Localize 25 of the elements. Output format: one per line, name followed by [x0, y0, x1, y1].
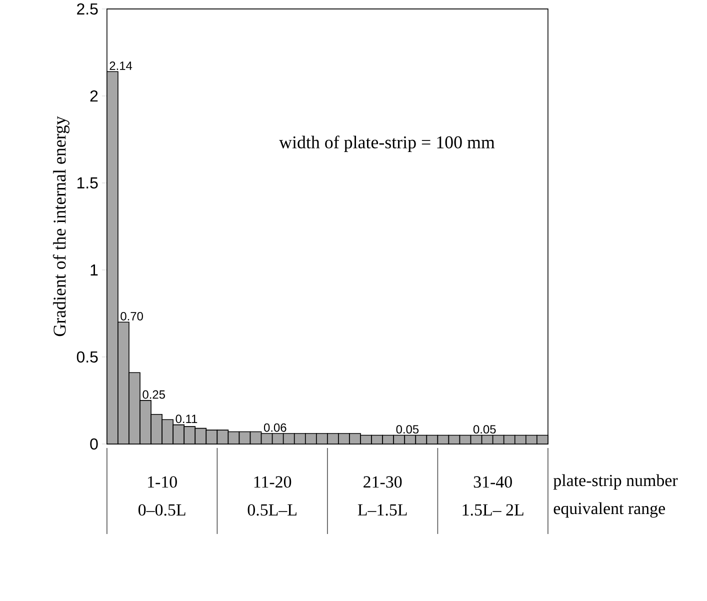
text: L–1.5L [358, 504, 407, 516]
text: 11-20 [254, 476, 292, 488]
data-label: 0.70 [120, 312, 143, 321]
y-tick-label: 1.5 [77, 178, 98, 189]
data-label: 0.25 [142, 390, 165, 399]
text: equivalent range [554, 502, 665, 518]
y-tick-label: 2 [90, 90, 98, 102]
data-label: 0.05 [473, 425, 496, 434]
text: 1-10 [148, 476, 177, 488]
text: plate-strip number [553, 474, 678, 490]
text: 0–0.5L [138, 504, 186, 516]
data-label: 0.06 [264, 424, 286, 432]
annotation: width of plate-strip = 100 mm [279, 136, 495, 152]
data-label: 0.11 [176, 414, 198, 424]
text: 1.5L– 2L [462, 504, 524, 516]
text: 21-30 [364, 476, 402, 488]
y-tick-label: 1 [90, 264, 98, 276]
text: 31-40 [474, 476, 512, 488]
y-tick-label: 2.5 [77, 4, 98, 15]
text: 0.5L–L [248, 504, 296, 516]
y-tick-label: 0 [90, 438, 98, 450]
data-label: 0.05 [396, 425, 419, 434]
y-tick-label: 0.5 [76, 352, 98, 363]
y-axis-title: Gradient of the internal energy [52, 116, 70, 336]
data-label: 2.14 [110, 62, 132, 70]
